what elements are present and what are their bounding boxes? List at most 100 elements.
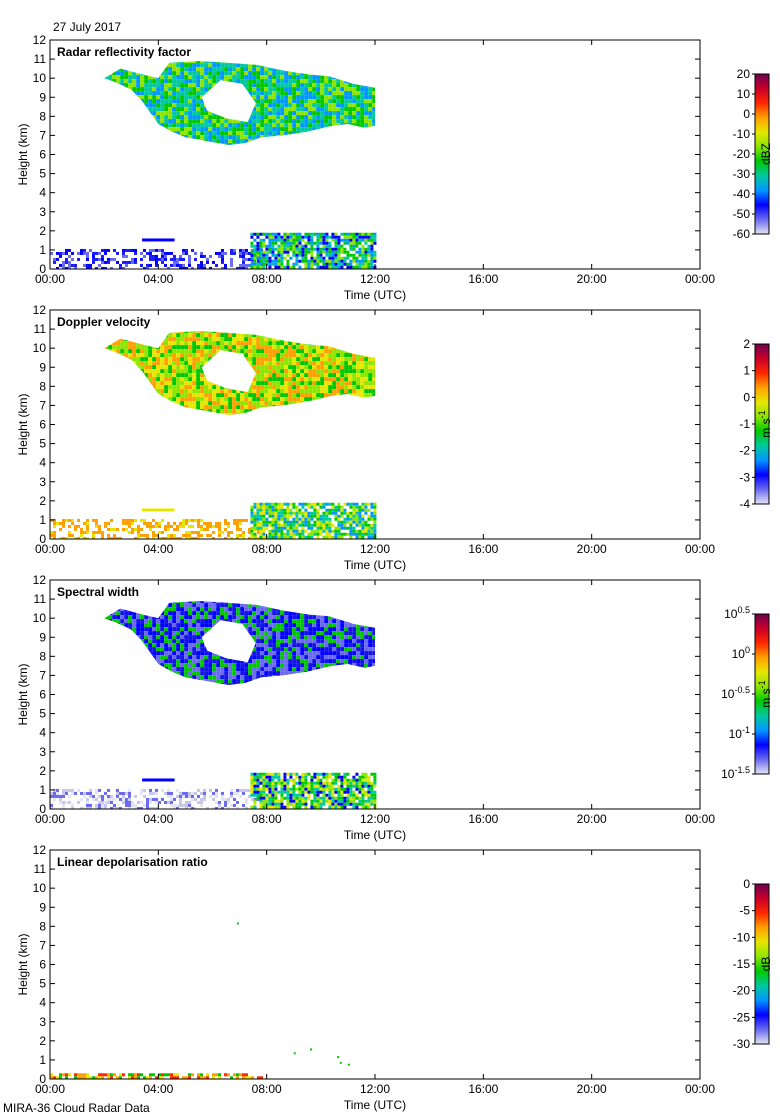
y-tick-label: 10 [33, 611, 47, 625]
cloud-gap [201, 80, 256, 123]
x-tick-label: 16:00 [468, 812, 498, 826]
y-tick-label: 0 [39, 1072, 46, 1086]
colorbar-tick-label: 0 [743, 390, 750, 404]
y-tick-label: 1 [39, 1053, 46, 1067]
colorbar-tick-label: -5 [739, 904, 750, 918]
x-tick-label: 20:00 [577, 1082, 607, 1096]
colorbar-tick-label: -20 [733, 147, 751, 161]
x-tick-label: 20:00 [577, 542, 607, 556]
y-tick-label: 11 [34, 862, 47, 876]
footer-title: MIRA-36 Cloud Radar Data [3, 1101, 150, 1115]
x-axis-label: Time (UTC) [344, 288, 406, 302]
y-tick-label: 7 [39, 938, 46, 952]
upper-cloud [104, 601, 375, 685]
colorbar-tick-label: -50 [733, 207, 751, 221]
y-tick-label: 2 [39, 1034, 46, 1048]
colorbar-tick-label: 20 [737, 67, 751, 81]
colorbar-tick-label: -15 [733, 957, 751, 971]
y-tick-label: 5 [39, 707, 46, 721]
colorbar-tick-label: -25 [733, 1010, 751, 1024]
y-tick-label: 3 [39, 475, 46, 489]
y-tick-label: 5 [39, 977, 46, 991]
y-tick-label: 9 [39, 630, 46, 644]
colorbar-label: dBZ [759, 143, 773, 165]
x-tick-label: 12:00 [360, 812, 390, 826]
y-tick-label: 8 [39, 649, 46, 663]
x-tick-label: 04:00 [143, 812, 173, 826]
panel-title: Linear depolarisation ratio [57, 855, 208, 869]
colorbar-label: m s-1 [757, 680, 773, 707]
x-tick-label: 20:00 [577, 812, 607, 826]
cloud-gap [201, 620, 256, 663]
colorbar-tick-label: -1 [739, 417, 750, 431]
y-tick-label: 6 [39, 418, 46, 432]
y-tick-label: 9 [39, 360, 46, 374]
y-tick-label: 2 [39, 494, 46, 508]
y-tick-label: 4 [39, 996, 46, 1010]
y-tick-label: 2 [39, 764, 46, 778]
x-tick-label: 00:00 [35, 542, 65, 556]
colorbar-tick-label: -60 [733, 227, 751, 241]
y-tick-label: 7 [39, 668, 46, 682]
y-tick-label: 0 [39, 262, 46, 276]
colorbar: 2 1 0 -1 -2 -3 -4 m s-1 [739, 337, 773, 511]
y-tick-label: 1 [39, 783, 46, 797]
y-axis-label: Height (km) [16, 933, 30, 995]
y-tick-label: 4 [39, 456, 46, 470]
y-tick-label: 8 [39, 379, 46, 393]
data-field [50, 922, 350, 1079]
y-tick-label: 12 [33, 33, 47, 47]
y-tick-label: 11 [34, 592, 47, 606]
x-tick-label: 08:00 [252, 272, 282, 286]
y-axis-label: Height (km) [16, 663, 30, 725]
colorbar-tick-label: 1 [743, 364, 750, 378]
y-tick-label: 9 [39, 900, 46, 914]
x-tick-label: 04:00 [143, 1082, 173, 1096]
colorbar-label: dB [759, 957, 773, 972]
y-tick-label: 12 [33, 573, 47, 587]
y-tick-label: 3 [39, 745, 46, 759]
panel-4: Linear depolarisation ratio0123456789101… [16, 843, 773, 1112]
x-tick-label: 00:00 [35, 1082, 65, 1096]
colorbar-tick-label: 0 [743, 107, 750, 121]
y-tick-label: 1 [39, 243, 46, 257]
plot-area [50, 850, 700, 1079]
colorbar-tick-label: -30 [733, 1037, 751, 1051]
y-tick-label: 4 [39, 726, 46, 740]
y-tick-label: 5 [39, 167, 46, 181]
x-tick-label: 16:00 [468, 1082, 498, 1096]
y-tick-label: 0 [39, 532, 46, 546]
x-tick-label: 00:00 [685, 542, 715, 556]
y-tick-label: 12 [33, 843, 47, 857]
y-axis-label: Height (km) [16, 123, 30, 185]
colorbar-tick-label: 0 [743, 877, 750, 891]
colorbar: 0 -5 -10 -15 -20 -25 -30 dB [733, 877, 773, 1051]
x-axis-label: Time (UTC) [344, 1098, 406, 1112]
panel-title: Spectral width [57, 585, 139, 599]
y-tick-label: 10 [33, 341, 47, 355]
x-axis-label: Time (UTC) [344, 828, 406, 842]
y-tick-label: 2 [39, 224, 46, 238]
x-tick-label: 00:00 [685, 1082, 715, 1096]
x-tick-label: 12:00 [360, 1082, 390, 1096]
x-tick-label: 16:00 [468, 542, 498, 556]
y-tick-label: 8 [39, 109, 46, 123]
sparse-echo [236, 922, 350, 1066]
x-tick-label: 00:00 [685, 812, 715, 826]
y-tick-label: 10 [33, 881, 47, 895]
x-axis-label: Time (UTC) [344, 558, 406, 572]
colorbar-tick-label: 2 [743, 337, 750, 351]
colorbar-tick-label: -20 [733, 984, 751, 998]
y-tick-label: 8 [39, 919, 46, 933]
cloud-gap [201, 350, 256, 393]
y-tick-label: 0 [39, 802, 46, 816]
y-tick-label: 6 [39, 958, 46, 972]
x-tick-label: 12:00 [360, 272, 390, 286]
x-tick-label: 00:00 [35, 812, 65, 826]
low-level-echo [50, 502, 377, 539]
x-tick-label: 00:00 [35, 272, 65, 286]
colorbar-tick-label: 10-1 [729, 725, 750, 741]
